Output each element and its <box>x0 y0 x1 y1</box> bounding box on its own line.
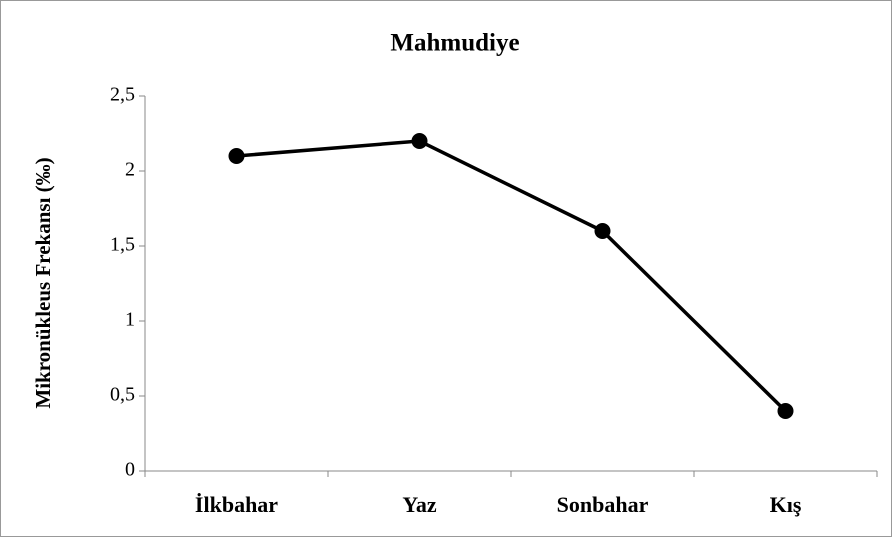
line <box>236 139 787 413</box>
x-tick-label: Kış <box>770 492 802 517</box>
y-tick-label: 2,5 <box>110 84 135 106</box>
y-tick-label: 1 <box>125 309 135 331</box>
y-tick-label: 1,5 <box>110 234 135 256</box>
y-axis-label: Mikronükleus Frekansı (‰) <box>31 157 55 408</box>
point <box>411 133 428 149</box>
y-tick-label: 2 <box>125 159 135 181</box>
point <box>777 403 794 419</box>
y-tick-label: 0 <box>125 459 135 481</box>
x-tick-label: Yaz <box>402 492 436 517</box>
y-tick-label: 0,5 <box>110 384 135 406</box>
x-tick-label: Sonbahar <box>557 492 649 517</box>
point <box>228 148 245 164</box>
point <box>594 223 611 239</box>
chart-title: Mahmudiye <box>390 30 519 57</box>
x-tick-label: İlkbahar <box>195 492 278 517</box>
